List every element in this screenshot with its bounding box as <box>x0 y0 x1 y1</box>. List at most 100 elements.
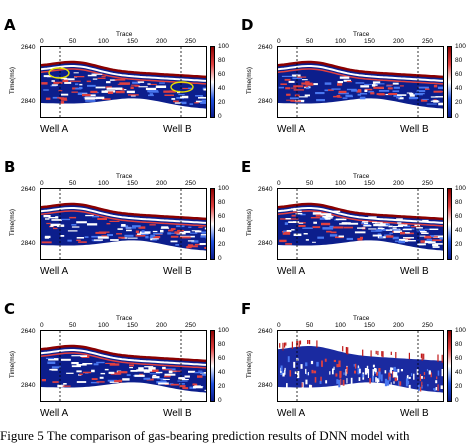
x-tick-label: 100 <box>335 180 346 187</box>
amplitude-mark <box>321 223 330 225</box>
amplitude-mark <box>433 246 440 248</box>
amplitude-mark <box>195 95 203 97</box>
amplitude-mark <box>338 81 344 83</box>
seismic-section <box>40 46 207 118</box>
amplitude-mark <box>347 81 352 82</box>
amplitude-mark <box>52 80 55 82</box>
amplitude-mark <box>308 372 309 375</box>
amplitude-mark <box>420 387 422 392</box>
amplitude-mark <box>67 240 71 242</box>
amplitude-mark <box>388 87 393 89</box>
amplitude-mark <box>121 224 126 227</box>
amplitude-mark <box>438 103 444 106</box>
amplitude-mark <box>160 230 164 233</box>
amplitude-mark <box>293 85 303 87</box>
amplitude-mark <box>365 368 367 375</box>
x-tick-label: 50 <box>306 38 313 45</box>
x-tick-label: 50 <box>69 38 76 45</box>
amplitude-mark <box>362 374 364 377</box>
y-axis-title: Time(ms) <box>9 351 16 378</box>
amplitude-mark <box>419 243 426 245</box>
amplitude-mark <box>293 362 295 368</box>
amplitude-mark <box>148 95 154 97</box>
amplitude-mark <box>122 378 129 380</box>
amplitude-mark <box>307 340 308 344</box>
amplitude-mark <box>362 221 368 222</box>
amplitude-mark <box>338 361 340 368</box>
amplitude-mark <box>165 374 176 376</box>
colorbar-tick-label: 0 <box>455 397 459 404</box>
amplitude-mark <box>411 373 412 376</box>
amplitude-mark <box>105 369 109 370</box>
y-tick-label: 2840 <box>258 240 272 247</box>
amplitude-mark <box>63 383 66 385</box>
amplitude-mark <box>388 93 397 95</box>
amplitude-mark <box>88 75 97 77</box>
amplitude-mark <box>339 91 347 93</box>
seismic-section <box>40 330 207 402</box>
colorbar <box>210 188 215 260</box>
amplitude-mark <box>71 355 80 356</box>
amplitude-mark <box>372 376 374 382</box>
amplitude-mark <box>180 237 191 239</box>
amplitude-mark <box>325 82 332 84</box>
amplitude-mark <box>144 378 151 380</box>
amplitude-mark <box>190 103 194 105</box>
amplitude-mark <box>338 380 340 387</box>
amplitude-mark <box>291 229 295 230</box>
amplitude-mark <box>315 377 317 383</box>
x-tick-label: 0 <box>277 180 281 187</box>
amplitude-mark <box>174 231 179 234</box>
amplitude-mark <box>321 361 323 367</box>
well-b-label: Well B <box>163 266 192 277</box>
amplitude-mark <box>127 374 131 376</box>
colorbar-tick-label: 80 <box>455 341 462 348</box>
amplitude-mark <box>151 238 158 239</box>
y-tick-label: 2840 <box>258 382 272 389</box>
amplitude-mark <box>118 228 123 230</box>
amplitude-mark <box>420 231 427 232</box>
x-axis-title: Trace <box>116 315 132 322</box>
amplitude-mark <box>432 244 438 246</box>
y-axis-title: Time(ms) <box>9 209 16 236</box>
amplitude-mark <box>68 230 78 231</box>
amplitude-mark <box>409 377 411 379</box>
colorbar-tick-label: 60 <box>218 355 225 362</box>
amplitude-mark <box>331 88 340 89</box>
y-axis-title: Time(ms) <box>246 351 253 378</box>
colorbar-tick-label: 20 <box>218 383 225 390</box>
amplitude-mark <box>373 235 382 237</box>
amplitude-mark <box>284 370 285 375</box>
amplitude-mark <box>110 239 119 241</box>
amplitude-mark <box>427 239 432 241</box>
panel-label: A <box>4 18 16 33</box>
amplitude-mark <box>51 224 61 226</box>
amplitude-mark <box>109 372 115 374</box>
amplitude-mark <box>440 237 445 239</box>
colorbar-tick-label: 80 <box>218 57 225 64</box>
amplitude-mark <box>185 376 190 378</box>
amplitude-mark <box>346 347 347 354</box>
amplitude-mark <box>434 85 437 88</box>
amplitude-mark <box>400 85 404 86</box>
amplitude-mark <box>53 82 62 84</box>
colorbar-tick-label: 80 <box>218 341 225 348</box>
seismic-image <box>41 189 207 260</box>
amplitude-mark <box>293 221 299 222</box>
amplitude-mark <box>95 232 106 234</box>
x-axis-title: Trace <box>353 173 369 180</box>
amplitude-mark <box>294 89 304 90</box>
amplitude-mark <box>362 350 363 357</box>
amplitude-mark <box>382 351 383 357</box>
amplitude-mark <box>292 78 302 80</box>
amplitude-mark <box>280 83 287 85</box>
amplitude-mark <box>178 378 185 380</box>
amplitude-mark <box>427 384 428 386</box>
amplitude-mark <box>129 364 134 366</box>
amplitude-mark <box>290 101 301 102</box>
amplitude-mark <box>360 85 369 87</box>
amplitude-mark <box>286 383 288 390</box>
amplitude-mark <box>126 227 136 228</box>
amplitude-mark <box>393 381 394 383</box>
